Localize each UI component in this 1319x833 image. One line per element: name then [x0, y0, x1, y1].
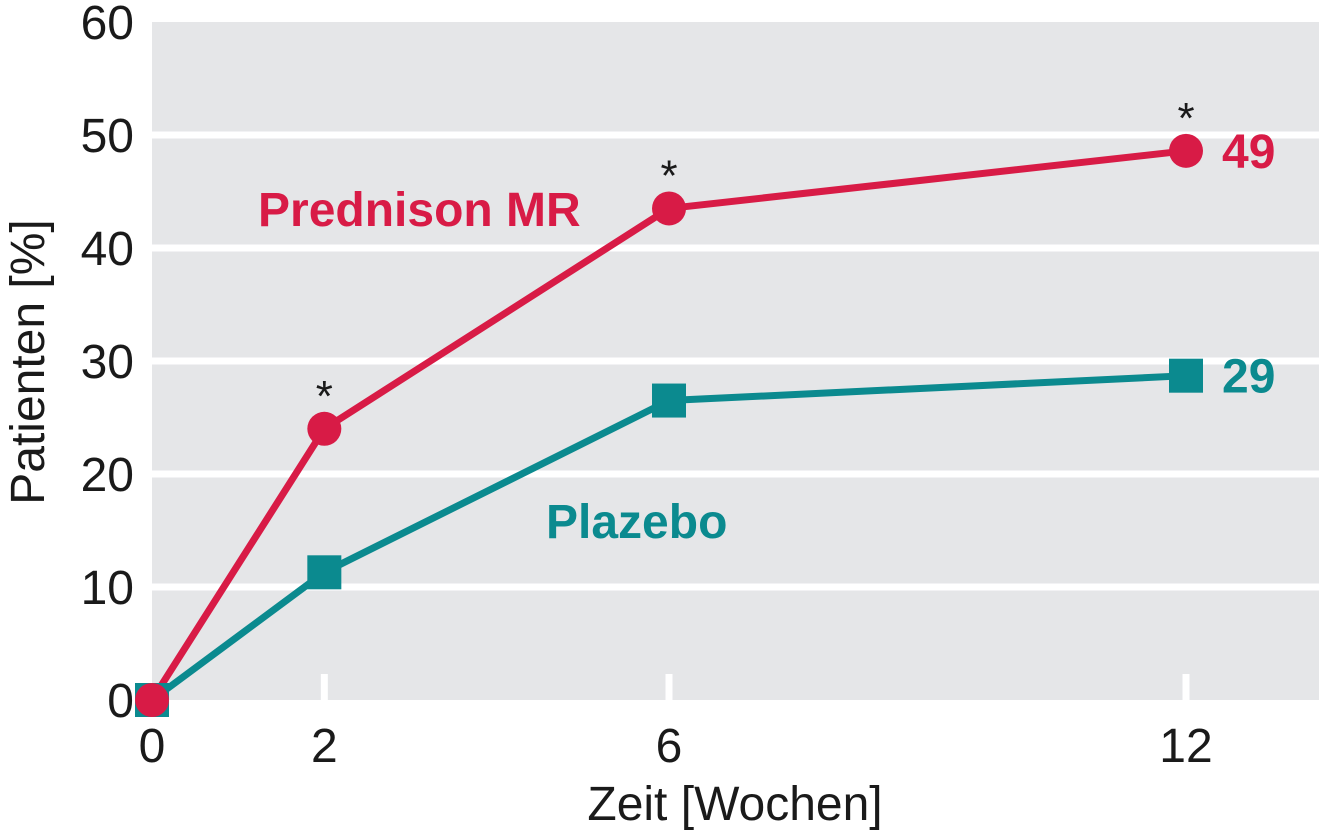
x-axis-title: Zeit [Wochen]: [587, 778, 882, 831]
y-tick-label: 30: [81, 336, 134, 389]
series-line-plazebo: [149, 372, 1187, 703]
significance-marker: *: [316, 372, 333, 421]
series-name-plazebo: Plazebo: [546, 496, 727, 549]
gridlines: [152, 131, 1319, 700]
plazebo-point: [307, 555, 342, 590]
series-name-prednison: Prednison MR: [258, 184, 581, 237]
end-value-label-prednison: 49: [1222, 126, 1275, 179]
x-tick-label: 0: [139, 720, 166, 773]
y-axis-ticks: 0 10 20 30 40 50 60: [81, 0, 134, 728]
x-tick-label: 2: [311, 720, 338, 773]
series-lines: [149, 147, 1187, 703]
y-tick-label: 60: [81, 0, 134, 50]
y-tick-label: 20: [81, 449, 134, 502]
significance-marker: *: [660, 151, 677, 200]
y-tick-label: 50: [81, 110, 134, 163]
y-axis-title: Patienten [%]: [2, 219, 55, 505]
y-tick-label: 0: [107, 675, 134, 728]
significance-marker: *: [1177, 94, 1194, 143]
series-labels: * * * Prednison MR Plazebo 49 29: [258, 94, 1275, 549]
series-line-prednison: [149, 147, 1187, 702]
plazebo-point: [1169, 358, 1203, 393]
series-markers: [135, 133, 1203, 717]
y-tick-label: 10: [81, 562, 134, 615]
x-tick-label: 12: [1159, 720, 1212, 773]
x-axis-ticks: 0 2 6 12: [139, 720, 1213, 773]
x-tick-label: 6: [656, 720, 683, 773]
prednison-point: [652, 191, 686, 226]
plazebo-point: [652, 383, 686, 418]
y-tick-label: 40: [81, 223, 134, 276]
prednison-point: [135, 683, 169, 717]
prednison-point: [307, 411, 342, 446]
end-value-label-plazebo: 29: [1222, 351, 1275, 404]
prednison-point: [1169, 133, 1203, 168]
